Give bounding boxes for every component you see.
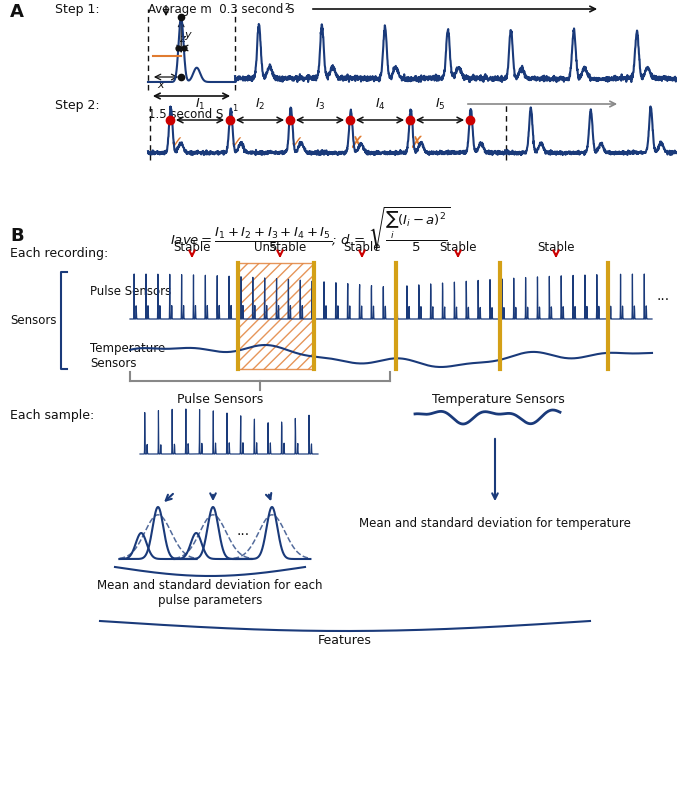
Text: 1.5 second S: 1.5 second S: [148, 108, 223, 121]
Text: ✓: ✓: [229, 134, 243, 152]
Text: Temperature Sensors: Temperature Sensors: [432, 393, 565, 406]
Text: Stable: Stable: [173, 241, 211, 254]
Text: 1: 1: [232, 104, 237, 113]
Text: Each sample:: Each sample:: [10, 409, 94, 422]
Text: Stable: Stable: [538, 241, 575, 254]
Text: Sensors: Sensors: [10, 314, 56, 327]
Text: $I_2$: $I_2$: [255, 97, 265, 112]
Text: z: z: [179, 34, 185, 44]
Text: Stable: Stable: [343, 241, 380, 254]
Text: A: A: [10, 3, 24, 21]
Text: $I_5$: $I_5$: [435, 97, 445, 112]
Text: ✓: ✓: [289, 134, 303, 152]
Text: Pulse Sensors: Pulse Sensors: [90, 285, 171, 298]
Text: Unstable: Unstable: [254, 241, 306, 254]
Text: ✗: ✗: [349, 134, 363, 152]
Text: Mean and standard deviation for each
pulse parameters: Mean and standard deviation for each pul…: [97, 579, 323, 607]
Text: $I_4$: $I_4$: [374, 97, 385, 112]
Text: Temperature
Sensors: Temperature Sensors: [90, 342, 165, 370]
Text: y: y: [184, 30, 191, 39]
Text: Features: Features: [318, 634, 372, 647]
Text: Step 2:: Step 2:: [55, 99, 100, 112]
Text: ...: ...: [657, 289, 670, 304]
Text: B: B: [10, 227, 24, 245]
Text: ...: ...: [236, 524, 250, 538]
Text: ✓: ✓: [169, 134, 183, 152]
Text: $I_1$: $I_1$: [195, 97, 205, 112]
Text: $\mathit{Iave} = \dfrac{I_1+I_2+I_3+I_4+I_5}{5}$; d = $\sqrt{\dfrac{\sum_i(I_i-a: $\mathit{Iave} = \dfrac{I_1+I_2+I_3+I_4+…: [170, 205, 450, 254]
Text: $I_3$: $I_3$: [315, 97, 325, 112]
Text: Each recording:: Each recording:: [10, 247, 108, 260]
Text: 2: 2: [284, 3, 289, 12]
Text: ✗: ✗: [409, 134, 423, 152]
Text: Stable: Stable: [439, 241, 477, 254]
Text: Mean and standard deviation for temperature: Mean and standard deviation for temperat…: [359, 517, 631, 530]
Text: Pulse Sensors: Pulse Sensors: [177, 393, 263, 406]
Text: Step 1:: Step 1:: [55, 3, 100, 16]
Text: x: x: [157, 80, 164, 90]
Text: Average m  0.3 second S: Average m 0.3 second S: [148, 3, 294, 16]
